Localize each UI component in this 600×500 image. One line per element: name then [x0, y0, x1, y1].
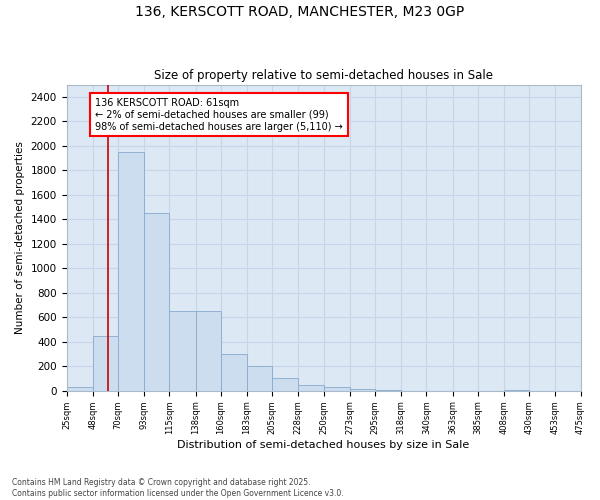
Title: Size of property relative to semi-detached houses in Sale: Size of property relative to semi-detach… — [154, 69, 493, 82]
Bar — [144, 213, 169, 390]
Text: Contains HM Land Registry data © Crown copyright and database right 2025.
Contai: Contains HM Land Registry data © Crown c… — [12, 478, 344, 498]
Bar — [169, 311, 196, 390]
Bar — [272, 378, 298, 390]
Bar — [118, 152, 144, 390]
Bar — [298, 384, 323, 390]
Text: 136, KERSCOTT ROAD, MANCHESTER, M23 0GP: 136, KERSCOTT ROAD, MANCHESTER, M23 0GP — [136, 5, 464, 19]
X-axis label: Distribution of semi-detached houses by size in Sale: Distribution of semi-detached houses by … — [178, 440, 470, 450]
Bar — [323, 387, 350, 390]
Bar — [67, 387, 93, 390]
Y-axis label: Number of semi-detached properties: Number of semi-detached properties — [15, 141, 25, 334]
Bar — [221, 354, 247, 391]
Bar — [93, 336, 118, 390]
Text: 136 KERSCOTT ROAD: 61sqm
← 2% of semi-detached houses are smaller (99)
98% of se: 136 KERSCOTT ROAD: 61sqm ← 2% of semi-de… — [95, 98, 343, 132]
Bar — [247, 366, 272, 390]
Bar — [196, 311, 221, 390]
